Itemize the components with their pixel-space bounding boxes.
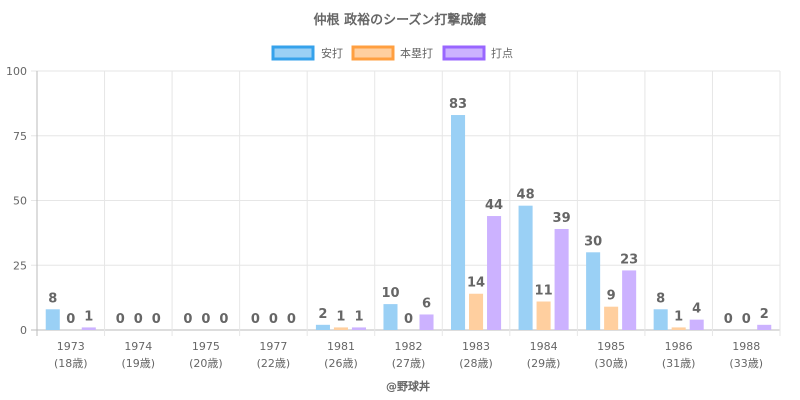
x-tick-age-label: (31歳) <box>662 357 696 370</box>
y-tick-label: 100 <box>6 65 27 78</box>
bars <box>45 115 772 330</box>
x-tick-age-label: (20歳) <box>189 357 223 370</box>
bar-rbi[interactable] <box>419 314 434 330</box>
data-label: 0 <box>724 312 733 327</box>
bar-hits[interactable] <box>586 252 601 330</box>
data-label: 48 <box>517 188 535 203</box>
bar-home-runs[interactable] <box>333 327 348 330</box>
legend-item[interactable]: 本塁打 <box>351 45 433 61</box>
x-tick-label: 1973 <box>57 340 85 353</box>
x-tick-label: 1985 <box>597 340 625 353</box>
x-axis: 1973 (18歳) 1974 (19歳) 1975 (20歳) 1977 (22歳) 1981… <box>54 340 763 370</box>
bar-home-runs[interactable] <box>536 301 551 330</box>
data-label: 14 <box>467 276 485 291</box>
data-label: 0 <box>183 312 192 327</box>
bar-rbi[interactable] <box>689 319 704 330</box>
x-tick-label: 1974 <box>124 340 152 353</box>
data-label: 8 <box>48 291 57 306</box>
data-label: 0 <box>66 312 75 327</box>
x-tick-age-label: (19歳) <box>122 357 156 370</box>
x-tick-age-label: (30歳) <box>594 357 628 370</box>
data-label: 0 <box>742 312 751 327</box>
credit-text: @野球丼 <box>386 379 430 393</box>
data-label: 39 <box>553 211 571 226</box>
x-tick-label: 1988 <box>732 340 760 353</box>
legend-item[interactable]: 打点 <box>442 45 513 61</box>
x-tick-age-label: (27歳) <box>392 357 426 370</box>
x-tick-age-label: (18歳) <box>54 357 88 370</box>
x-tick-age-label: (26歳) <box>324 357 358 370</box>
x-tick-label: 1981 <box>327 340 355 353</box>
data-label: 0 <box>116 312 125 327</box>
data-label: 44 <box>485 198 503 213</box>
data-label: 0 <box>404 312 413 327</box>
x-tick-age-label: (28歳) <box>459 357 493 370</box>
x-tick-label: 1977 <box>259 340 287 353</box>
data-label: 8 <box>656 291 665 306</box>
bar-rbi[interactable] <box>351 327 366 330</box>
bar-hits[interactable] <box>653 309 668 330</box>
bar-hits[interactable] <box>451 115 466 330</box>
x-tick-age-label: (33歳) <box>729 357 763 370</box>
data-label: 6 <box>422 296 431 311</box>
x-tick-age-label: (22歳) <box>257 357 291 370</box>
data-label: 4 <box>692 302 701 317</box>
bar-home-runs[interactable] <box>604 306 619 330</box>
bar-rbi[interactable] <box>554 228 569 330</box>
data-label: 30 <box>584 234 602 249</box>
legend-swatch <box>351 45 395 61</box>
x-tick-label: 1982 <box>395 340 423 353</box>
data-label: 0 <box>219 312 228 327</box>
y-tick-label: 50 <box>13 195 27 208</box>
x-tick-label: 1986 <box>665 340 693 353</box>
data-label: 0 <box>251 312 260 327</box>
data-labels: 80 1 0 0 0 0 0 0 0 0 0 2 1 11006831444481139309238140… <box>48 97 769 327</box>
legend-item[interactable]: 安打 <box>271 45 343 61</box>
data-label: 0 <box>134 312 143 327</box>
legend-swatch <box>271 45 315 61</box>
data-label: 0 <box>201 312 210 327</box>
data-label: 23 <box>620 252 638 267</box>
data-label: 2 <box>318 307 327 322</box>
data-label: 1 <box>336 309 345 324</box>
legend-swatch <box>442 45 486 61</box>
data-label: 1 <box>354 309 363 324</box>
x-tick-label: 1975 <box>192 340 220 353</box>
bar-hits[interactable] <box>383 304 398 330</box>
data-label: 0 <box>269 312 278 327</box>
data-label: 10 <box>381 286 399 301</box>
legend-label: 安打 <box>321 46 343 60</box>
y-tick-label: 0 <box>20 324 27 337</box>
legend[interactable]: 安打 本塁打 打点 <box>271 45 513 61</box>
y-tick-label: 25 <box>13 259 27 272</box>
bar-hits[interactable] <box>315 324 330 330</box>
legend-label: 打点 <box>491 46 513 60</box>
chart-title: 仲根 政裕のシーズン打撃成績 <box>314 12 487 28</box>
y-tick-label: 75 <box>13 130 27 143</box>
data-label: 0 <box>287 312 296 327</box>
bar-rbi[interactable] <box>622 270 637 330</box>
data-label: 2 <box>760 307 769 322</box>
x-tick-age-label: (29歳) <box>527 357 561 370</box>
bar-home-runs[interactable] <box>469 293 484 330</box>
data-label: 11 <box>535 284 553 299</box>
data-label: 0 <box>152 312 161 327</box>
bar-hits[interactable] <box>45 309 60 330</box>
bar-hits[interactable] <box>518 205 533 330</box>
bar-rbi[interactable] <box>487 216 502 330</box>
x-tick-label: 1984 <box>530 340 558 353</box>
legend-label: 本塁打 <box>400 46 433 60</box>
bar-rbi[interactable] <box>81 327 96 330</box>
bar-rbi[interactable] <box>757 324 772 330</box>
bar-home-runs[interactable] <box>671 327 686 330</box>
data-label: 1 <box>674 309 683 324</box>
data-label: 83 <box>449 97 467 112</box>
x-tick-label: 1983 <box>462 340 490 353</box>
data-label: 1 <box>84 309 93 324</box>
data-label: 9 <box>607 289 616 304</box>
